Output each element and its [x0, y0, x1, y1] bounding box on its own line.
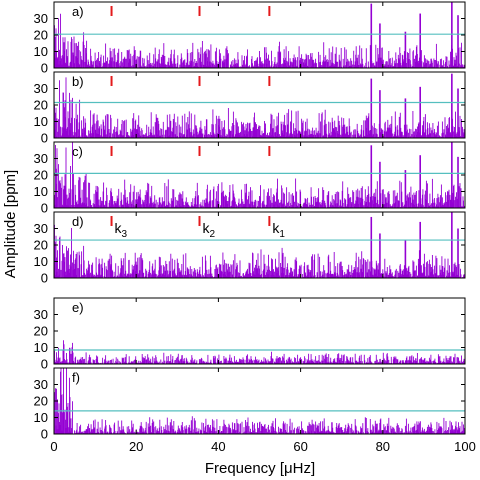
panel-label: c)	[72, 144, 83, 159]
y-tick-label: 20	[34, 394, 48, 409]
y-tick-label: 20	[34, 238, 48, 253]
panel-label: b)	[72, 74, 84, 89]
frequency-marker-label: k3	[115, 220, 128, 240]
panel-label: f)	[72, 370, 80, 385]
y-tick-label: 10	[34, 340, 48, 355]
y-tick-label: 30	[34, 377, 48, 392]
y-tick-label: 10	[34, 114, 48, 129]
spectrum-trace	[53, 142, 466, 208]
y-tick-label: 0	[41, 201, 48, 216]
x-axis-label: Frequency [μHz]	[205, 460, 315, 477]
y-tick-label: 0	[41, 61, 48, 76]
y-tick-label: 20	[34, 324, 48, 339]
spectrum-trace	[53, 368, 466, 434]
x-tick-label: 80	[376, 439, 390, 454]
y-tick-label: 10	[34, 44, 48, 59]
y-tick-label: 30	[34, 221, 48, 236]
y-tick-label: 20	[34, 168, 48, 183]
panel-frame	[53, 297, 466, 365]
panel-label: d)	[72, 214, 84, 229]
y-tick-label: 0	[41, 271, 48, 286]
spectrum-trace	[53, 340, 466, 364]
y-tick-label: 20	[34, 28, 48, 43]
y-tick-label: 30	[34, 11, 48, 26]
y-tick-label: 0	[41, 357, 48, 372]
frequency-marker-label: k1	[272, 220, 285, 240]
spectrum-trace	[53, 77, 466, 138]
y-tick-label: 30	[34, 151, 48, 166]
spectrum-trace	[53, 13, 466, 68]
panel-label: a)	[72, 4, 84, 19]
y-tick-label: 30	[34, 307, 48, 322]
y-axis-label: Amplitude [ppm]	[2, 170, 19, 278]
frequency-marker-label: k2	[202, 220, 215, 240]
y-tick-label: 10	[34, 410, 48, 425]
x-tick-label: 100	[454, 439, 476, 454]
panel-frame	[53, 71, 466, 139]
y-tick-label: 10	[34, 184, 48, 199]
x-tick-label: 40	[211, 439, 225, 454]
y-tick-label: 20	[34, 98, 48, 113]
panel-label: e)	[72, 300, 84, 315]
y-tick-label: 30	[34, 81, 48, 96]
x-tick-label: 60	[293, 439, 307, 454]
y-tick-label: 0	[41, 131, 48, 146]
x-tick-label: 0	[50, 439, 57, 454]
y-tick-label: 0	[41, 427, 48, 442]
x-tick-label: 20	[129, 439, 143, 454]
y-tick-label: 10	[34, 254, 48, 269]
